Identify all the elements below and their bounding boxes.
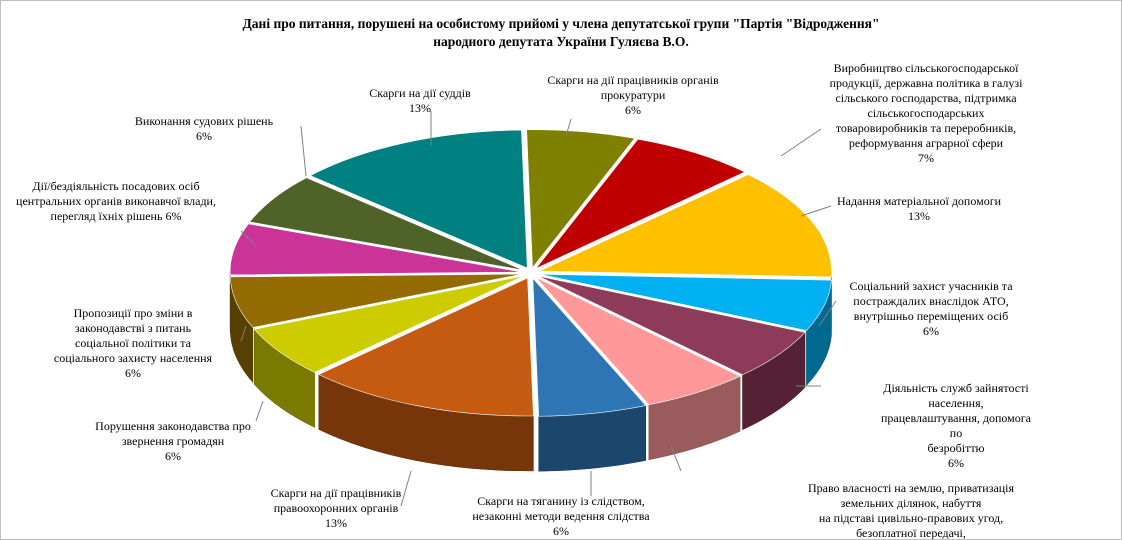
- pie-slice-3: [539, 273, 832, 331]
- pie-slice-7: [318, 277, 534, 417]
- data-label: Діяльність служб зайнятості населення, п…: [874, 381, 1039, 471]
- data-label-text: Скарги на дії суддів: [369, 86, 471, 100]
- data-label-percent: 13%: [325, 516, 347, 530]
- data-label-text: Виконання судових рішень: [134, 114, 274, 128]
- data-label-percent: 6%: [165, 449, 181, 463]
- data-label: Соціальний захист учасників та постражда…: [849, 279, 1012, 339]
- leader-line: [565, 118, 572, 137]
- data-label: Виробництво сільськогосподарської продук…: [830, 61, 1023, 166]
- leader-line: [255, 400, 264, 422]
- pie-slice-10: [229, 223, 523, 276]
- data-label: Дії/бездіяльність посадових осіб централ…: [16, 179, 216, 224]
- data-label-percent: 6%: [948, 456, 964, 470]
- data-label: Надання матеріальної допомоги 13%: [837, 194, 1001, 224]
- chart-title: Дані про питання, порушені на особистому…: [242, 16, 880, 49]
- pie-slice-6: [532, 277, 647, 417]
- data-label: Скарги на тяганину із слідством, незакон…: [472, 494, 649, 539]
- pie-slice-12: [309, 129, 528, 269]
- data-label: Пропозиції про зміни в законодавстві з п…: [54, 306, 212, 381]
- data-label-text: Пропозиції про зміни в законодавстві з п…: [53, 306, 213, 365]
- data-label-percent: 6%: [195, 129, 212, 143]
- data-label: Скарги на дії суддів 13%: [369, 86, 470, 116]
- pie-slice-11: [249, 177, 524, 271]
- data-label-text: Діяльність служб зайнятості населення, п…: [881, 381, 1031, 455]
- data-label-percent: 7%: [918, 151, 934, 165]
- data-label-text: Скарги на дії працівників правоохоронних…: [270, 486, 402, 515]
- leader-line: [400, 470, 412, 507]
- data-label-text: Надання матеріальної допомоги: [836, 194, 1002, 208]
- data-label: Право власності на землю, приватизація з…: [806, 481, 1016, 540]
- data-label-percent: 6%: [624, 103, 641, 117]
- data-label-percent: 13%: [907, 209, 930, 223]
- leader-line: [818, 300, 837, 327]
- data-label-text: Дії/бездіяльність посадових осіб централ…: [16, 179, 216, 223]
- leader-line: [240, 325, 247, 342]
- pie-slice-1: [535, 138, 746, 269]
- data-label-percent: 6%: [125, 366, 141, 380]
- data-label-text: Порушення законодавства про звернення гр…: [95, 419, 251, 448]
- data-label-text: Право власності на землю, приватизація з…: [807, 481, 1015, 540]
- pie-slice-9: [229, 273, 523, 328]
- pie-slice-4: [538, 275, 806, 376]
- data-label-percent: 6%: [552, 524, 569, 538]
- data-label: Порушення законодавства про звернення гр…: [95, 419, 251, 464]
- data-label-text: Виробництво сільськогосподарської продук…: [829, 61, 1023, 150]
- data-label-text: Соціальний захист учасників та постражда…: [849, 279, 1013, 323]
- data-label-text: Скарги на дії працівників органів прокур…: [547, 73, 719, 102]
- data-label-percent: 6%: [923, 324, 939, 338]
- data-label: Виконання судових рішень 6%: [135, 114, 273, 144]
- leader-line: [800, 205, 832, 217]
- leader-line: [780, 128, 822, 157]
- pie-slice-0: [526, 129, 636, 269]
- pie-slice-8: [253, 275, 524, 373]
- data-label-percent: 13%: [409, 101, 431, 115]
- data-label: Скарги на дії працівників органів прокур…: [547, 73, 718, 118]
- leader-line: [300, 125, 307, 177]
- leader-line: [670, 445, 682, 472]
- leader-line: [240, 230, 257, 247]
- pie-slice-5: [535, 277, 741, 406]
- data-label-text: Скарги на тяганину із слідством, незакон…: [472, 494, 650, 523]
- pie-slice-2: [539, 174, 832, 278]
- data-label: Скарги на дії працівників правоохоронних…: [271, 486, 402, 531]
